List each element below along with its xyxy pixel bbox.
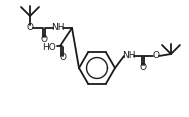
Text: NH: NH xyxy=(122,51,136,60)
Text: HO: HO xyxy=(42,44,56,53)
Text: O: O xyxy=(26,24,33,33)
Text: O: O xyxy=(40,35,47,44)
Text: O: O xyxy=(139,64,146,73)
Text: O: O xyxy=(60,53,67,62)
Text: NH: NH xyxy=(51,24,65,33)
Text: O: O xyxy=(153,51,160,60)
